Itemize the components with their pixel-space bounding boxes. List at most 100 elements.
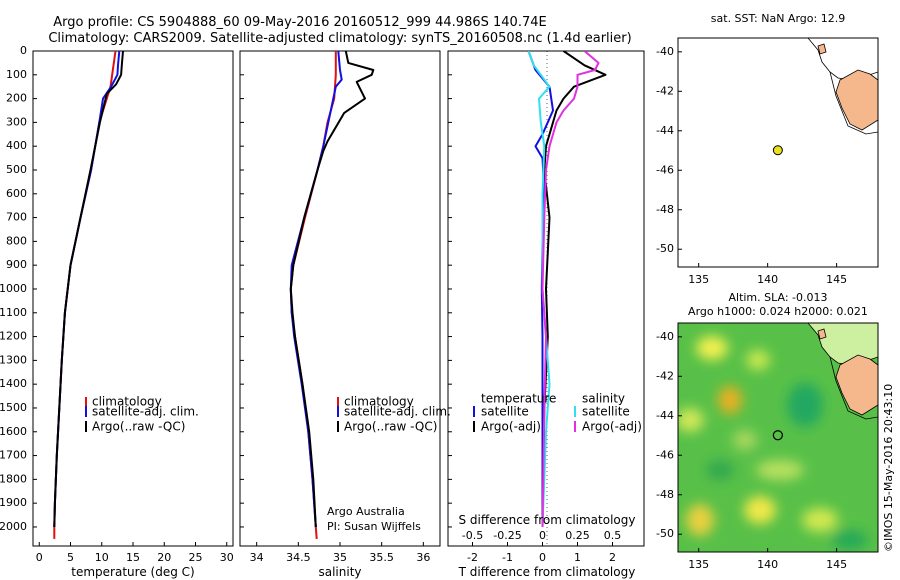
sla-blob bbox=[744, 496, 776, 524]
sla-map-king-island bbox=[817, 328, 827, 340]
map-y-tick-label: -50 bbox=[656, 527, 674, 540]
depth-tick-label: 300 bbox=[6, 115, 27, 128]
map-y-tick-label: -40 bbox=[656, 330, 674, 343]
map-y-tick-label: -48 bbox=[656, 203, 674, 216]
sst-map-float-marker bbox=[772, 145, 783, 156]
sal-legend-climatology: climatology bbox=[344, 395, 414, 409]
difference-xlabel: T difference from climatology bbox=[458, 565, 636, 579]
depth-tick-label: 500 bbox=[6, 163, 27, 176]
x-tick-label: -1 bbox=[502, 551, 513, 564]
sst-map-shelf-contour bbox=[829, 71, 878, 135]
x-tick-label: 15 bbox=[126, 551, 140, 564]
series-line-t-argo-adj- bbox=[541, 51, 607, 528]
series-line-argo bbox=[289, 51, 375, 528]
depth-tick-label: 1400 bbox=[0, 377, 27, 390]
difference-lines bbox=[527, 51, 607, 528]
temperature-x-axis: 0 5 10 15 20 25 30 bbox=[36, 542, 234, 564]
depth-tick-label: 1800 bbox=[0, 472, 27, 485]
sst-map-title: sat. SST: NaN Argo: 12.9 bbox=[711, 12, 845, 25]
x-tick-label: 34 bbox=[250, 551, 264, 564]
x-tick-label: 35 bbox=[333, 551, 347, 564]
x-tick-label: -2 bbox=[467, 551, 478, 564]
depth-tick-label: 1000 bbox=[0, 282, 27, 295]
temperature-lines bbox=[53, 51, 124, 539]
map-x-tick-label: 140 bbox=[757, 273, 778, 286]
depth-tick-label: 1600 bbox=[0, 425, 27, 438]
header-line-1: Argo profile: CS 5904888_60 09-May-2016 … bbox=[53, 15, 546, 30]
salinity-annotation-line1: Argo Australia bbox=[327, 505, 405, 518]
salinity-lines bbox=[289, 51, 375, 539]
depth-tick-label: 1500 bbox=[0, 401, 27, 414]
difference-x-axis-top: -0.5 -0.25 0 0.25 0.5 bbox=[462, 529, 621, 542]
sla-blob bbox=[686, 504, 714, 536]
imos-stamp: ©IMOS 15-May-2016 20:43:10 bbox=[882, 383, 895, 552]
sla-map-tasmania bbox=[835, 354, 878, 416]
series-line-satellite-adj-clim- bbox=[289, 51, 343, 528]
x-tick-label: 35.5 bbox=[369, 551, 394, 564]
x-tick-label: 34.5 bbox=[286, 551, 311, 564]
map-x-tick-label: 135 bbox=[688, 558, 709, 571]
sla-blob bbox=[706, 460, 734, 480]
temperature-xlabel: temperature (deg C) bbox=[71, 565, 194, 579]
depth-tick-label: 1700 bbox=[0, 449, 27, 462]
x-tick-label: 0 bbox=[36, 551, 43, 564]
sal-legend-argo: Argo(..raw -QC) bbox=[344, 420, 437, 434]
depth-tick-label: 2000 bbox=[0, 520, 27, 533]
x-tick-label: 5 bbox=[67, 551, 74, 564]
map-y-tick-label: -50 bbox=[656, 242, 674, 255]
map-y-tick-label: -46 bbox=[656, 448, 674, 461]
sla-map-frame bbox=[677, 322, 879, 553]
map-x-tick-label: 135 bbox=[688, 273, 709, 286]
sla-blob bbox=[718, 386, 742, 414]
series-line-argo bbox=[53, 51, 124, 528]
x-tick-label: 30 bbox=[220, 551, 234, 564]
salinity-xlabel: salinity bbox=[318, 565, 361, 579]
diff-legend-t-argo: Argo(-adj) bbox=[481, 420, 541, 434]
difference-xlabel-top: S difference from climatology bbox=[459, 513, 636, 527]
map-y-tick-label: -40 bbox=[656, 45, 674, 58]
series-line-climatology bbox=[289, 51, 337, 539]
sla-map-title-2: Argo h1000: 0.024 h2000: 0.021 bbox=[688, 305, 868, 318]
series-line-s-argo-adj- bbox=[541, 51, 600, 528]
sla-map-shelf-contour bbox=[829, 356, 878, 420]
sal-legend-satellite: satellite-adj. clim. bbox=[344, 405, 451, 419]
depth-tick-label: 1300 bbox=[0, 353, 27, 366]
salinity-x-axis: 34 34.5 35 35.5 36 bbox=[250, 542, 430, 564]
diff-legend-t-satellite: satellite bbox=[481, 405, 529, 419]
sst-map-king-island bbox=[817, 43, 827, 55]
salinity-annotation-line2: PI: Susan Wijffels bbox=[327, 520, 421, 533]
map-x-tick-label: 145 bbox=[826, 558, 847, 571]
header-line-2: Climatology: CARS2009. Satellite-adjuste… bbox=[48, 31, 631, 46]
legend-argo: Argo(..raw -QC) bbox=[92, 420, 185, 434]
sla-blob bbox=[733, 430, 757, 450]
legend-climatology: climatology bbox=[92, 395, 162, 409]
temperature-panel-frame bbox=[32, 50, 234, 547]
x-tick-label: 1 bbox=[574, 551, 581, 564]
x-top-tick-label: 0.25 bbox=[565, 529, 590, 542]
depth-tick-label: 200 bbox=[6, 92, 27, 105]
map-y-tick-label: -44 bbox=[656, 409, 674, 422]
temperature-legend: climatology satellite-adj. clim. Argo(..… bbox=[85, 395, 199, 434]
map-x-tick-label: 140 bbox=[757, 558, 778, 571]
sla-blob bbox=[678, 408, 704, 432]
sst-map-tasmania bbox=[835, 69, 878, 131]
sla-map-float-marker bbox=[772, 430, 783, 441]
series-line-satellite-adj-clim- bbox=[53, 51, 121, 528]
diff-legend-s-argo: Argo(-adj) bbox=[582, 420, 642, 434]
depth-tick-label: 600 bbox=[6, 187, 27, 200]
map-y-tick-label: -42 bbox=[656, 369, 674, 382]
salinity-panel-frame bbox=[239, 50, 441, 547]
depth-tick-label: 400 bbox=[6, 139, 27, 152]
x-tick-label: 10 bbox=[95, 551, 109, 564]
series-line-climatology bbox=[53, 51, 117, 539]
diff-legend-temperature-title: temperature bbox=[481, 392, 556, 406]
sla-blob bbox=[802, 508, 838, 532]
sla-blob bbox=[832, 530, 868, 550]
x-tick-label: 36 bbox=[416, 551, 430, 564]
diff-legend-salinity-title: salinity bbox=[582, 392, 625, 406]
depth-tick-label: 1100 bbox=[0, 306, 27, 319]
x-tick-label: 2 bbox=[609, 551, 616, 564]
series-line-s-satellite bbox=[527, 51, 551, 528]
difference-legend: temperature satellite Argo(-adj) salinit… bbox=[473, 392, 642, 434]
